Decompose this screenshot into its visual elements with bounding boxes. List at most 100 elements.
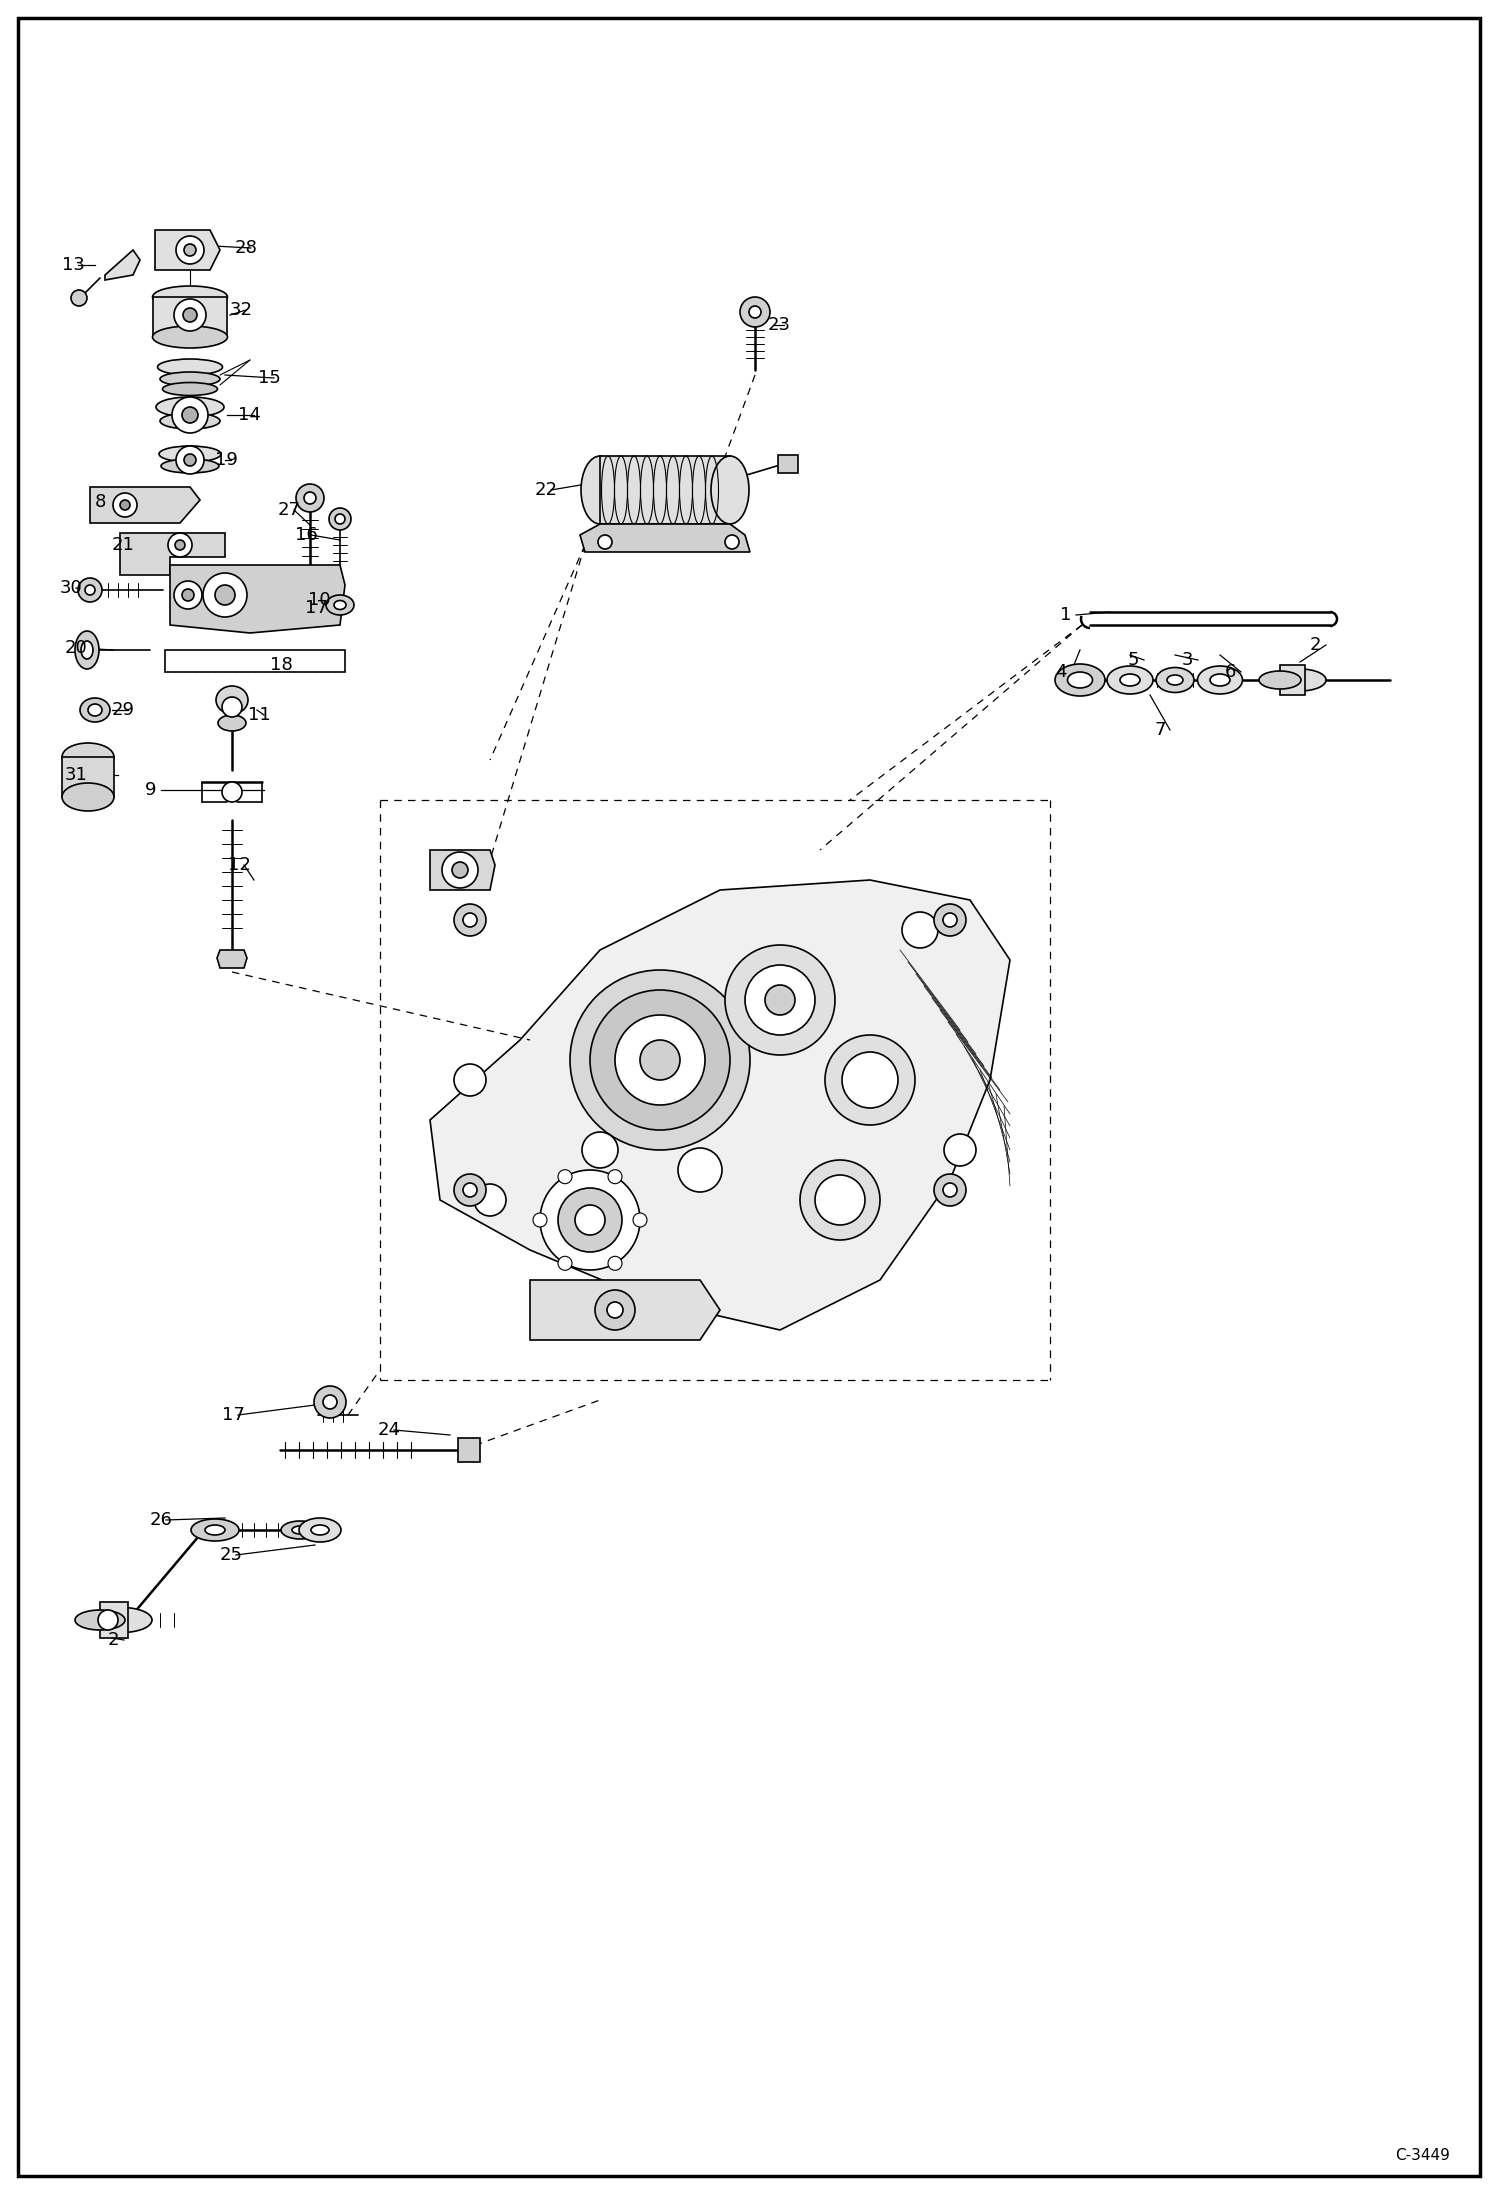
Ellipse shape <box>79 698 109 722</box>
Ellipse shape <box>160 459 219 474</box>
Circle shape <box>85 586 94 595</box>
Circle shape <box>765 985 795 1016</box>
Text: 17: 17 <box>306 599 328 617</box>
Circle shape <box>825 1036 915 1126</box>
Circle shape <box>97 1610 118 1630</box>
Ellipse shape <box>1068 671 1092 689</box>
Ellipse shape <box>219 715 246 731</box>
Polygon shape <box>530 1279 721 1341</box>
Circle shape <box>902 913 938 948</box>
Ellipse shape <box>156 397 225 417</box>
Polygon shape <box>430 880 1010 1330</box>
Text: 20: 20 <box>64 638 88 656</box>
Circle shape <box>933 1174 966 1207</box>
Circle shape <box>184 244 196 257</box>
Ellipse shape <box>160 412 220 430</box>
Text: 27: 27 <box>279 500 301 520</box>
Text: 23: 23 <box>768 316 791 333</box>
Circle shape <box>608 1257 622 1270</box>
Circle shape <box>175 445 204 474</box>
Text: 17: 17 <box>222 1406 244 1424</box>
Circle shape <box>304 491 316 505</box>
Circle shape <box>745 965 815 1036</box>
Text: 19: 19 <box>216 452 238 470</box>
Circle shape <box>595 1290 635 1330</box>
Ellipse shape <box>300 1518 342 1542</box>
Text: 31: 31 <box>64 766 88 783</box>
Ellipse shape <box>81 641 93 658</box>
Ellipse shape <box>334 601 346 610</box>
Ellipse shape <box>282 1520 319 1538</box>
Circle shape <box>725 946 834 1055</box>
Text: C-3449: C-3449 <box>1395 2148 1450 2163</box>
Text: 14: 14 <box>238 406 261 423</box>
Ellipse shape <box>1055 665 1106 695</box>
Bar <box>153 296 228 338</box>
Circle shape <box>933 904 966 937</box>
Text: 4: 4 <box>1055 663 1067 680</box>
Circle shape <box>181 588 195 601</box>
Circle shape <box>842 1051 897 1108</box>
Ellipse shape <box>91 1608 151 1632</box>
Circle shape <box>120 500 130 509</box>
Text: 3: 3 <box>1182 652 1194 669</box>
Circle shape <box>815 1176 864 1224</box>
Text: 22: 22 <box>535 480 557 498</box>
Circle shape <box>297 485 324 511</box>
Circle shape <box>725 535 739 548</box>
Ellipse shape <box>1197 667 1242 693</box>
Circle shape <box>452 862 467 878</box>
Polygon shape <box>580 524 750 553</box>
Polygon shape <box>430 849 494 891</box>
Text: 29: 29 <box>112 702 135 720</box>
Circle shape <box>175 540 184 551</box>
Circle shape <box>463 1183 476 1198</box>
Circle shape <box>454 1064 485 1097</box>
Circle shape <box>679 1147 722 1191</box>
Ellipse shape <box>192 1518 240 1540</box>
Circle shape <box>640 1040 680 1079</box>
Text: 25: 25 <box>220 1547 243 1564</box>
Bar <box>165 649 345 671</box>
Ellipse shape <box>61 783 114 812</box>
Ellipse shape <box>157 360 223 375</box>
Circle shape <box>533 1213 547 1226</box>
Circle shape <box>944 1134 977 1165</box>
Bar <box>100 1602 127 1639</box>
Ellipse shape <box>162 382 217 395</box>
Text: 2: 2 <box>108 1630 120 1650</box>
Ellipse shape <box>205 1525 225 1536</box>
Ellipse shape <box>88 704 102 715</box>
Circle shape <box>634 1213 647 1226</box>
Circle shape <box>598 535 613 548</box>
Circle shape <box>174 581 202 610</box>
Circle shape <box>172 397 208 432</box>
Circle shape <box>222 698 243 717</box>
Bar <box>777 454 798 474</box>
Ellipse shape <box>153 327 228 349</box>
Circle shape <box>70 290 87 305</box>
Circle shape <box>557 1169 572 1185</box>
Circle shape <box>740 296 770 327</box>
Ellipse shape <box>312 1525 330 1536</box>
Circle shape <box>557 1187 622 1253</box>
Circle shape <box>608 1169 622 1185</box>
Circle shape <box>454 904 485 937</box>
Text: 11: 11 <box>249 706 271 724</box>
Circle shape <box>583 1132 619 1167</box>
Text: 9: 9 <box>145 781 156 799</box>
Ellipse shape <box>61 744 114 770</box>
Ellipse shape <box>160 373 220 386</box>
Ellipse shape <box>75 1610 124 1630</box>
Polygon shape <box>169 566 345 634</box>
Circle shape <box>324 1395 337 1409</box>
Circle shape <box>616 1016 706 1106</box>
Text: 5: 5 <box>1128 652 1140 669</box>
Circle shape <box>112 494 136 518</box>
Ellipse shape <box>159 445 222 463</box>
Circle shape <box>330 509 351 531</box>
Circle shape <box>174 298 207 331</box>
Circle shape <box>590 989 730 1130</box>
Bar <box>61 757 114 796</box>
Circle shape <box>749 305 761 318</box>
